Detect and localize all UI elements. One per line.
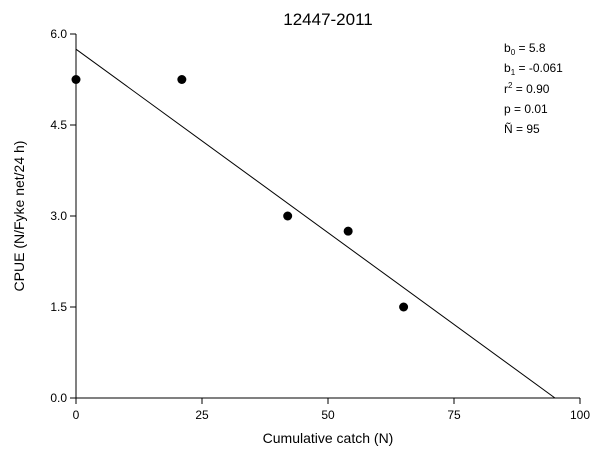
stat-p: p = 0.01 <box>504 102 548 116</box>
regression-stats: b0 = 5.8 b1 = -0.061 r2 = 0.90 p = 0.01 … <box>504 41 563 136</box>
stat-b1: b1 = -0.061 <box>504 61 563 77</box>
x-tick-label: 75 <box>447 408 461 422</box>
data-point <box>343 226 353 236</box>
data-points <box>71 75 409 312</box>
data-point <box>71 75 81 84</box>
stat-n: Ñ = 95 <box>504 122 540 136</box>
y-tick-label: 1.5 <box>50 300 67 314</box>
stat-b0: b0 = 5.8 <box>504 41 546 57</box>
y-axis-label: CPUE (N/Fyke net/24 h) <box>11 141 27 292</box>
x-axis-label: Cumulative catch (N) <box>263 430 394 446</box>
stat-r2: r2 = 0.90 <box>504 81 550 96</box>
y-tick-label: 4.5 <box>50 118 67 132</box>
chart-title: 12447-2011 <box>283 10 373 29</box>
data-point <box>177 75 187 84</box>
data-point <box>399 302 409 312</box>
regression-line <box>75 48 556 399</box>
y-ticks: 0.0 1.5 3.0 4.5 6.0 <box>50 27 76 405</box>
y-tick-label: 6.0 <box>50 27 67 41</box>
x-tick-label: 50 <box>321 408 335 422</box>
x-tick-label: 25 <box>195 408 209 422</box>
data-point <box>283 211 293 221</box>
x-ticks: 0 25 50 75 100 <box>73 398 590 422</box>
x-tick-label: 100 <box>570 408 590 422</box>
y-tick-label: 3.0 <box>50 209 67 223</box>
y-tick-label: 0.0 <box>50 391 67 405</box>
x-tick-label: 0 <box>73 408 80 422</box>
